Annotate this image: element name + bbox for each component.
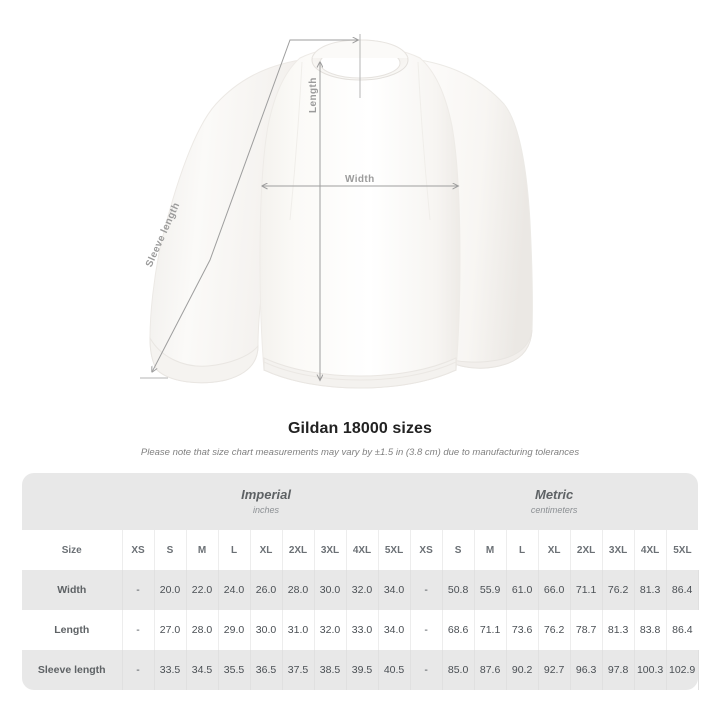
- cell-length-imperial-xl: 30.0: [250, 610, 283, 650]
- cell-width-imperial-xs: -: [122, 570, 155, 610]
- cell-length-metric-5xl: 86.4: [666, 610, 699, 650]
- cell-sleeve-length-imperial-l: 35.5: [218, 650, 251, 690]
- measurement-lines: [140, 34, 720, 410]
- cell-length-metric-3xl: 81.3: [602, 610, 635, 650]
- cell-width-metric-l: 61.0: [506, 570, 539, 610]
- size-header-l: L: [218, 530, 251, 570]
- size-chart-table-wrapper: Imperial inches Metric centimeters Size XS S M L…: [22, 473, 699, 690]
- cell-length-metric-xl: 76.2: [538, 610, 571, 650]
- page-title: Gildan 18000 sizes: [287, 420, 433, 437]
- cell-width-imperial-5xl: 34.0: [378, 570, 411, 610]
- unit-name: Metric: [534, 486, 574, 502]
- cell-width-imperial-2xl: 28.0: [282, 570, 315, 610]
- cell-width-imperial-s: 20.0: [154, 570, 187, 610]
- cell-width-metric-xs: -: [410, 570, 443, 610]
- size-header-l: L: [506, 530, 539, 570]
- cell-sleeve-length-metric-2xl: 96.3: [570, 650, 603, 690]
- size-header-s: S: [154, 530, 187, 570]
- cell-length-imperial-s: 27.0: [154, 610, 187, 650]
- row-label-length: Length: [22, 610, 123, 650]
- unit-header-imperial: Imperial inches: [122, 473, 411, 530]
- unit-band-row: Imperial inches Metric centimeters: [22, 473, 699, 530]
- cell-width-metric-2xl: 71.1: [570, 570, 603, 610]
- size-header-2xl: 2XL: [282, 530, 315, 570]
- table-row: Length -27.0 28.0 29.0 30.0 31.0 32.0 33.0 34.0-…: [22, 610, 699, 650]
- cell-sleeve-length-metric-s: 85.0: [442, 650, 475, 690]
- cell-width-imperial-m: 22.0: [186, 570, 219, 610]
- cell-width-metric-4xl: 81.3: [634, 570, 667, 610]
- cell-length-metric-xs: -: [410, 610, 443, 650]
- unit-name: Imperial: [241, 486, 291, 502]
- size-header-3xl: 3XL: [602, 530, 635, 570]
- cell-length-metric-m: 71.1: [474, 610, 507, 650]
- size-header-xs: XS: [410, 530, 443, 570]
- cell-width-metric-xl: 66.0: [538, 570, 571, 610]
- cell-sleeve-length-metric-l: 90.2: [506, 650, 539, 690]
- cell-sleeve-length-metric-4xl: 100.3: [634, 650, 667, 690]
- cell-sleeve-length-imperial-2xl: 37.5: [282, 650, 315, 690]
- size-header-m: M: [186, 530, 219, 570]
- cell-sleeve-length-metric-xs: -: [410, 650, 443, 690]
- size-column-header: Size: [22, 530, 123, 570]
- cell-length-metric-2xl: 78.7: [570, 610, 603, 650]
- cell-sleeve-length-metric-5xl: 102.9: [666, 650, 699, 690]
- cell-length-imperial-5xl: 34.0: [378, 610, 411, 650]
- title-block: Gildan 18000 sizes Please note that size…: [0, 420, 720, 458]
- table-row: Sleeve length -33.5 34.5 35.5 36.5 37.5 38.5 39…: [22, 650, 699, 690]
- length-label: Length: [308, 77, 319, 113]
- unit-subtitle: inches: [253, 504, 280, 515]
- unit-header-metric: Metric centimeters: [410, 473, 699, 530]
- size-header-s: S: [442, 530, 475, 570]
- cell-width-imperial-xl: 26.0: [250, 570, 283, 610]
- cell-sleeve-length-imperial-m: 34.5: [186, 650, 219, 690]
- cell-length-metric-l: 73.6: [506, 610, 539, 650]
- cell-width-metric-s: 50.8: [442, 570, 475, 610]
- cell-length-imperial-xs: -: [122, 610, 155, 650]
- cell-width-metric-5xl: 86.4: [666, 570, 699, 610]
- cell-width-imperial-3xl: 30.0: [314, 570, 347, 610]
- unit-subtitle: centimeters: [530, 504, 578, 515]
- size-header-3xl: 3XL: [314, 530, 347, 570]
- cell-width-imperial-4xl: 32.0: [346, 570, 379, 610]
- size-header-4xl: 4XL: [346, 530, 379, 570]
- garment-diagram: Length Width Sleeve length: [140, 34, 720, 410]
- cell-sleeve-length-imperial-xs: -: [122, 650, 155, 690]
- cell-width-imperial-l: 24.0: [218, 570, 251, 610]
- cell-length-imperial-4xl: 33.0: [346, 610, 379, 650]
- sleeve-length-measure-line: [152, 40, 358, 372]
- size-header-m: M: [474, 530, 507, 570]
- cell-length-metric-4xl: 83.8: [634, 610, 667, 650]
- cell-sleeve-length-imperial-5xl: 40.5: [378, 650, 411, 690]
- cell-sleeve-length-metric-xl: 92.7: [538, 650, 571, 690]
- cell-length-metric-s: 68.6: [442, 610, 475, 650]
- size-header-4xl: 4XL: [634, 530, 667, 570]
- cell-length-imperial-m: 28.0: [186, 610, 219, 650]
- size-header-row: Size XS S M L XL 2XL 3XL 4XL 5XL XS S M L XL 2XL 3XL 4XL 5…: [22, 530, 699, 570]
- cell-length-imperial-2xl: 31.0: [282, 610, 315, 650]
- table-row: Width -20.0 22.0 24.0 26.0 28.0 30.0 32.0 34.0-5…: [22, 570, 699, 610]
- size-header-5xl: 5XL: [378, 530, 411, 570]
- cell-length-imperial-3xl: 32.0: [314, 610, 347, 650]
- cell-sleeve-length-imperial-4xl: 39.5: [346, 650, 379, 690]
- cell-sleeve-length-imperial-xl: 36.5: [250, 650, 283, 690]
- cell-width-metric-3xl: 76.2: [602, 570, 635, 610]
- tolerance-note: Please note that size chart measurements…: [140, 447, 580, 458]
- size-header-xs: XS: [122, 530, 155, 570]
- size-header-5xl: 5XL: [666, 530, 699, 570]
- row-label-sleeve-length: Sleeve length: [22, 650, 123, 690]
- size-header-xl: XL: [538, 530, 571, 570]
- size-chart-table: Imperial inches Metric centimeters Size XS S M L…: [22, 473, 699, 690]
- row-label-width: Width: [22, 570, 123, 610]
- cell-sleeve-length-imperial-s: 33.5: [154, 650, 187, 690]
- cell-length-imperial-l: 29.0: [218, 610, 251, 650]
- cell-sleeve-length-imperial-3xl: 38.5: [314, 650, 347, 690]
- unit-band-spacer: [22, 473, 122, 530]
- cell-sleeve-length-metric-3xl: 97.8: [602, 650, 635, 690]
- width-label: Width: [345, 174, 375, 185]
- cell-sleeve-length-metric-m: 87.6: [474, 650, 507, 690]
- size-header-2xl: 2XL: [570, 530, 603, 570]
- cell-width-metric-m: 55.9: [474, 570, 507, 610]
- size-header-xl: XL: [250, 530, 283, 570]
